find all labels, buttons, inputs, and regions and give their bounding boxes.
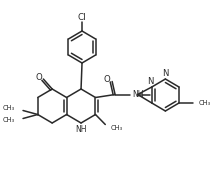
Text: N: N bbox=[148, 77, 154, 87]
Text: O: O bbox=[35, 73, 42, 83]
Text: CH₃: CH₃ bbox=[110, 125, 122, 132]
Text: N: N bbox=[162, 70, 168, 79]
Text: CH₃: CH₃ bbox=[3, 106, 15, 111]
Text: O: O bbox=[104, 75, 111, 84]
Text: CH₃: CH₃ bbox=[199, 100, 211, 106]
Text: CH₃: CH₃ bbox=[3, 117, 15, 123]
Text: NH: NH bbox=[133, 90, 144, 99]
Text: Cl: Cl bbox=[78, 12, 86, 22]
Text: NH: NH bbox=[75, 125, 87, 134]
